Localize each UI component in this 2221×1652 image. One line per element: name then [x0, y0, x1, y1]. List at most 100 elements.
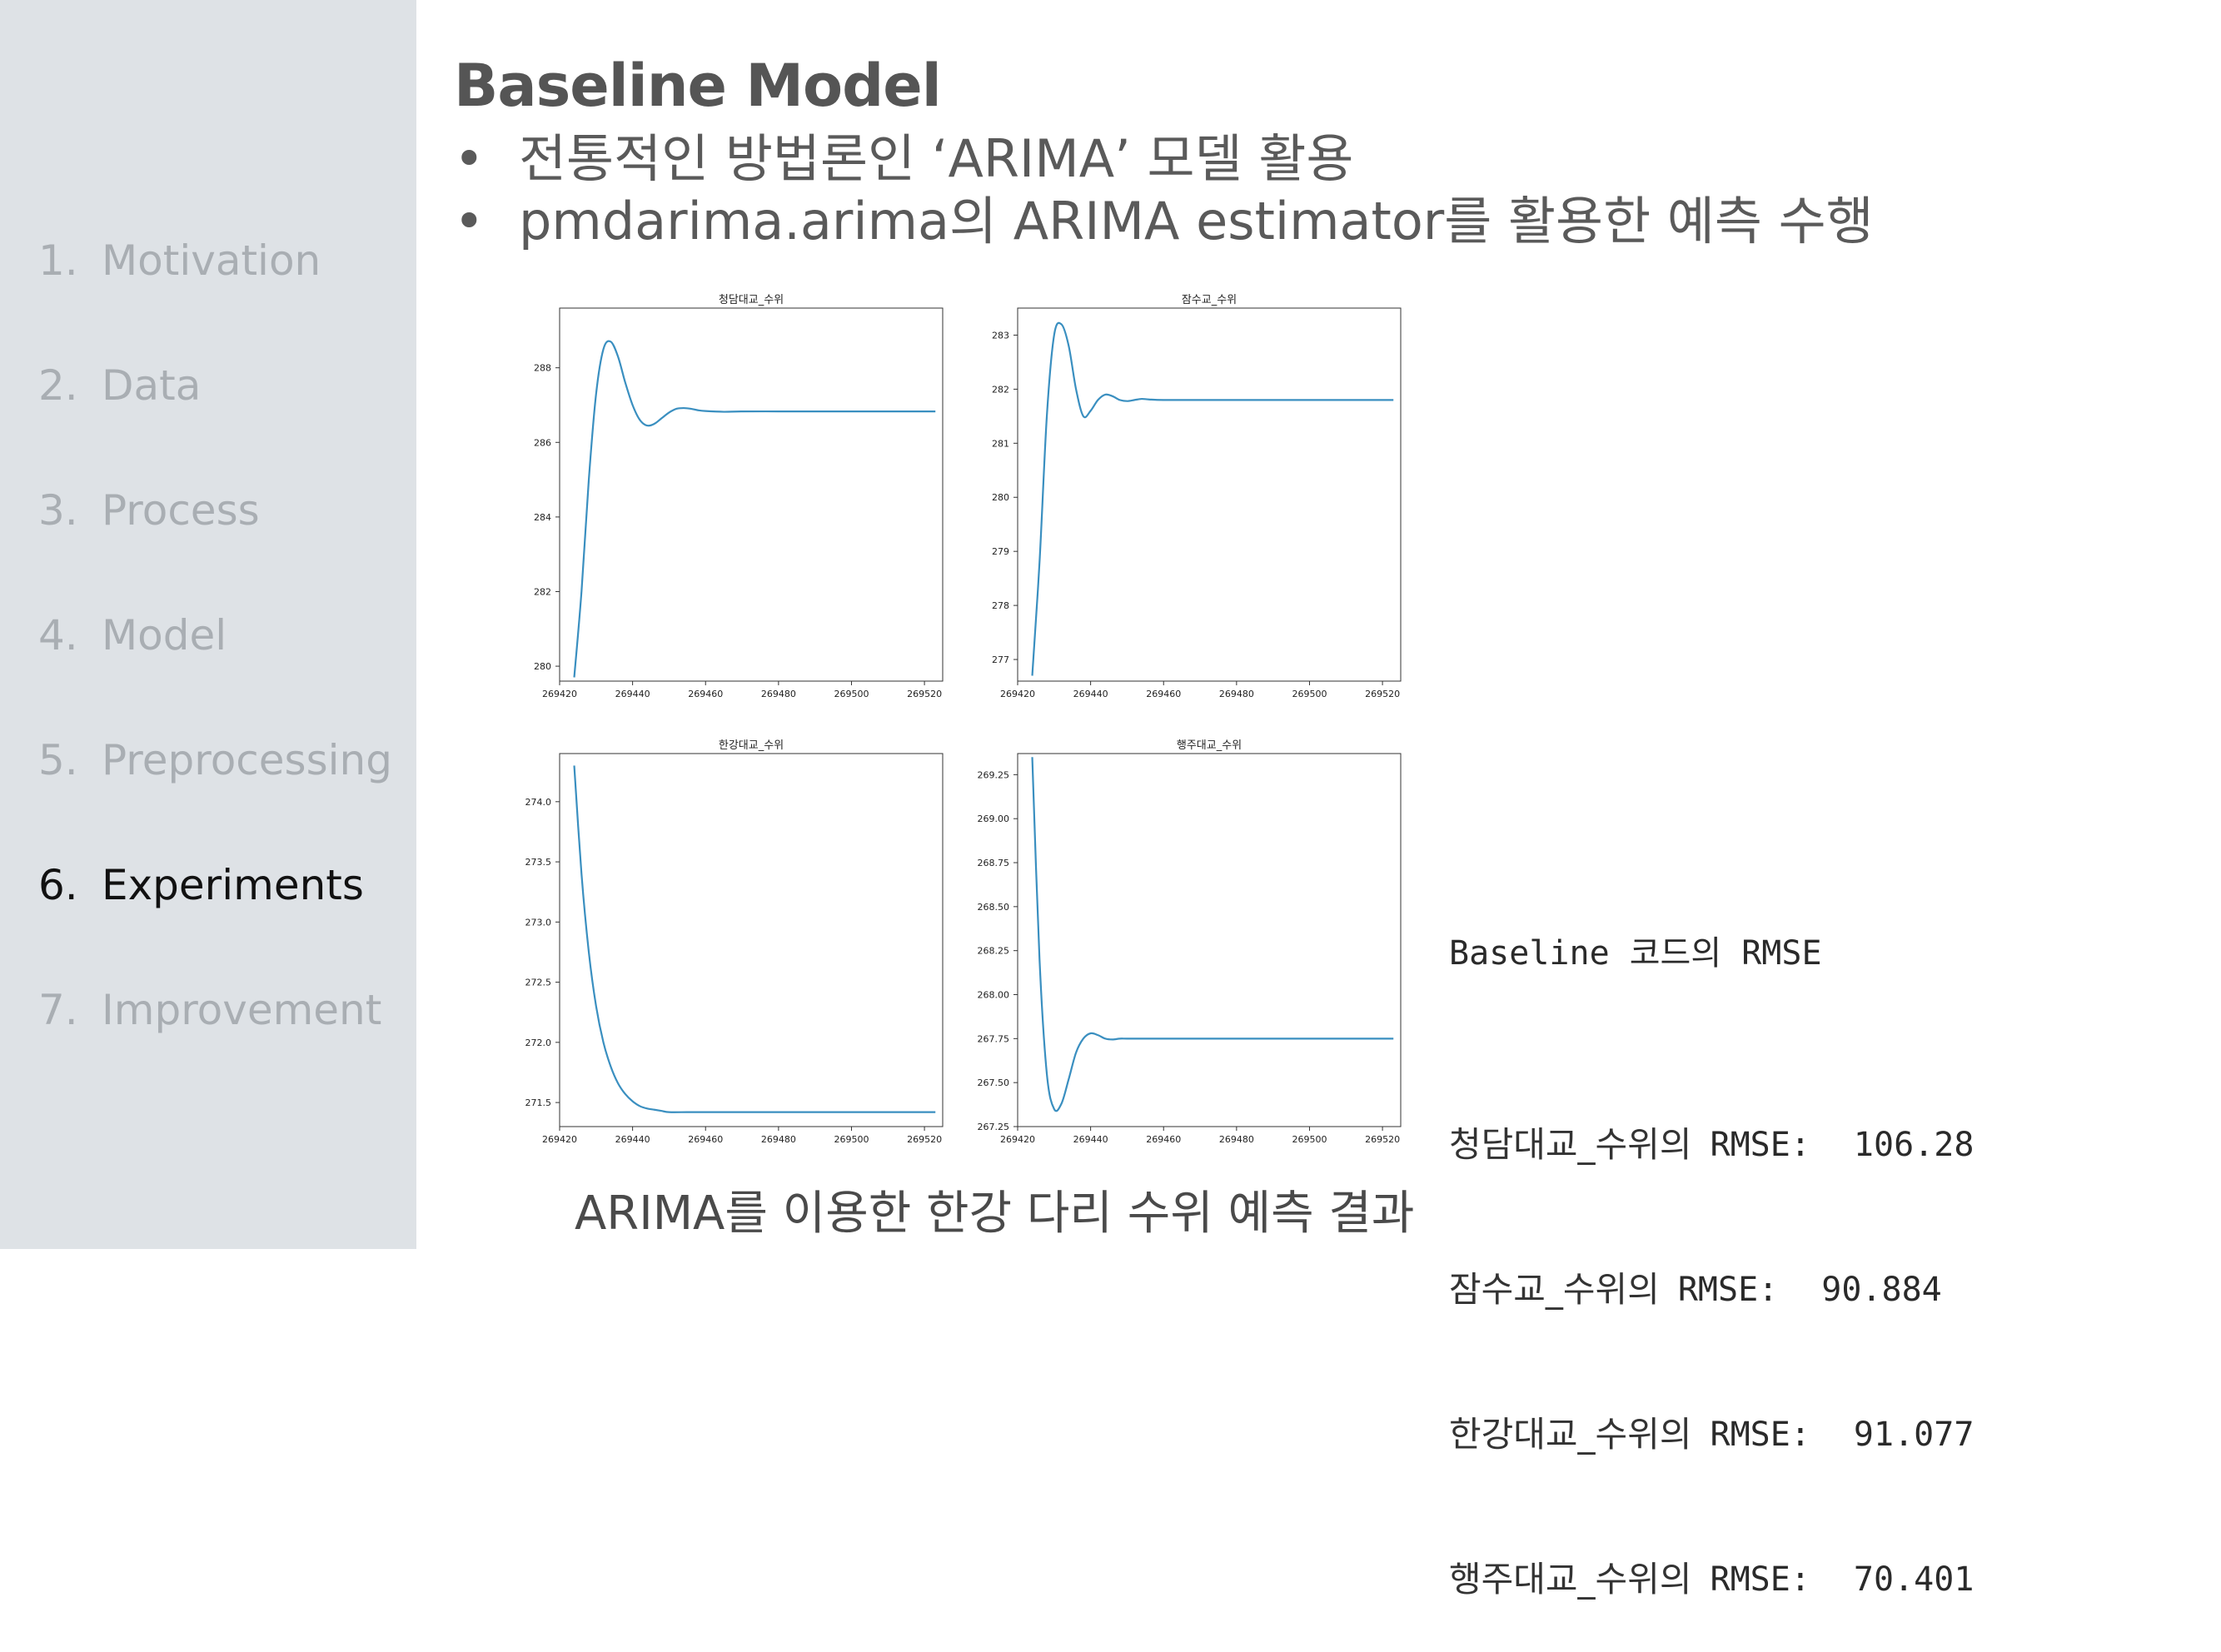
- x-tick-label: 269460: [688, 689, 723, 699]
- nav-item-label: Experiments: [102, 861, 364, 909]
- y-tick-label: 280: [534, 661, 551, 672]
- bullet-item: • pmdarima.arima의 ARIMA estimator를 활용한 예측…: [454, 179, 1874, 254]
- nav-item-number: 6.: [38, 861, 78, 909]
- x-tick-label: 269440: [615, 689, 650, 699]
- y-tick-label: 268.00: [978, 990, 1010, 1001]
- rmse-value: 91.077: [1853, 1416, 1974, 1454]
- chart-svg: 잠수교_수위 269420 269440 269460 269480 269500 2695…: [992, 294, 1402, 699]
- y-tick-label: 268.75: [978, 858, 1010, 868]
- plot-frame: [1017, 753, 1402, 1127]
- rmse-value: 70.401: [1853, 1560, 1974, 1599]
- nav-item-improvement[interactable]: 7. Improvement: [38, 986, 381, 1034]
- rmse-site: 청담대교_수위의: [1449, 1124, 1692, 1165]
- rmse-header: Baseline 코드의 RMSE: [1449, 934, 1822, 973]
- rmse-metric: RMSE:: [1710, 1416, 1810, 1454]
- y-tick-label: 286: [534, 437, 551, 448]
- x-tick-label: 269500: [1292, 1134, 1327, 1145]
- y-tick-label: 280: [992, 492, 1009, 503]
- x-tick-label: 269420: [542, 1134, 577, 1145]
- nav-item-label: Data: [102, 361, 202, 410]
- y-tick-label: 268.50: [978, 902, 1010, 913]
- rmse-site: 한강대교_수위의: [1449, 1414, 1692, 1455]
- y-tick-label: 279: [992, 546, 1009, 557]
- chart-title: 잠수교_수위: [1182, 294, 1237, 306]
- chart-cheongdam: 청담대교_수위 269420 269440 269460 269480 269500 269…: [533, 291, 949, 708]
- nav-item-label: Process: [102, 486, 260, 535]
- rmse-row: 청담대교_수위의 RMSE: 106.28: [1449, 1121, 1974, 1169]
- x-tick-label: 269520: [907, 689, 942, 699]
- nav-item-number: 5.: [38, 736, 78, 784]
- rmse-metric: RMSE:: [1710, 1560, 1810, 1599]
- nav-item-process[interactable]: 3. Process: [38, 486, 260, 535]
- bullet-item: • 전통적인 방법론인 ‘ARIMA’ 모델 활용: [454, 117, 1353, 192]
- y-tick-label: 273.0: [525, 917, 552, 928]
- series-line: [573, 765, 936, 1113]
- x-tick-label: 269520: [907, 1134, 942, 1145]
- x-tick-label: 269440: [1073, 1134, 1108, 1145]
- x-tick-label: 269480: [761, 689, 796, 699]
- chart-svg: 한강대교_수위 269420 269440 269460 269480 269500 269…: [525, 739, 944, 1145]
- x-tick-label: 269460: [688, 1134, 723, 1145]
- x-tick-label: 269420: [1000, 689, 1035, 699]
- figure-caption: ARIMA를 이용한 한강 다리 수위 예측 결과: [575, 1187, 1415, 1241]
- y-tick-label: 283: [992, 330, 1009, 341]
- y-tick-label: 273.5: [525, 857, 552, 868]
- chart-hangang: 한강대교_수위 269420 269440 269460 269480 269500 269…: [500, 737, 949, 1153]
- x-tick-label: 269520: [1365, 1134, 1400, 1145]
- plot-frame: [559, 307, 944, 682]
- rmse-value: 106.28: [1853, 1126, 1974, 1164]
- rmse-row: 잠수교_수위의 RMSE: 90.884: [1449, 1266, 1974, 1314]
- rmse-panel: Baseline 코드의 RMSE 청담대교_수위의 RMSE: 106.28 잠수…: [1449, 833, 1974, 1652]
- y-tick-label: 281: [992, 438, 1009, 449]
- nav-item-label: Preprocessing: [102, 736, 392, 784]
- chart-svg: 행주대교_수위 269420 269440 269460 269480 269500 269…: [978, 739, 1402, 1145]
- y-tick-label: 267.25: [978, 1122, 1010, 1132]
- nav-item-data[interactable]: 2. Data: [38, 361, 201, 410]
- x-tick-label: 269420: [542, 689, 577, 699]
- bullet-icon: •: [454, 191, 485, 251]
- rmse-value: 90.884: [1821, 1271, 1942, 1309]
- y-tick-label: 282: [534, 586, 551, 597]
- y-tick-label: 277: [992, 654, 1009, 665]
- chart-title: 한강대교_수위: [719, 739, 784, 752]
- bullet-icon: •: [454, 128, 485, 189]
- rmse-site: 행주대교_수위의: [1449, 1559, 1692, 1600]
- chart-jamsu: 잠수교_수위 269420 269440 269460 269480 269500 2695…: [949, 291, 1416, 708]
- x-tick-label: 269500: [834, 1134, 869, 1145]
- x-tick-label: 269520: [1365, 689, 1400, 699]
- series-line: [573, 340, 936, 678]
- y-tick-label: 274.0: [525, 797, 552, 808]
- series-line: [1031, 321, 1394, 676]
- chart-title: 행주대교_수위: [1177, 739, 1242, 752]
- bullet-text: 전통적인 방법론인 ‘ARIMA’ 모델 활용: [519, 128, 1354, 189]
- nav-item-number: 4.: [38, 611, 78, 659]
- sidebar: 1. Motivation 2. Data 3. Process 4. Model 5.…: [0, 0, 416, 1249]
- slide-title: Baseline Model: [454, 52, 942, 120]
- rmse-row: 한강대교_수위의 RMSE: 91.077: [1449, 1411, 1974, 1459]
- chart-haengju: 행주대교_수위 269420 269440 269460 269480 269500 269…: [949, 737, 1416, 1153]
- y-tick-label: 288: [534, 363, 551, 374]
- nav-item-model[interactable]: 4. Model: [38, 611, 227, 659]
- y-tick-label: 268.25: [978, 946, 1010, 957]
- x-tick-label: 269480: [1219, 689, 1254, 699]
- nav-item-number: 3.: [38, 486, 78, 535]
- x-tick-label: 269480: [1219, 1134, 1254, 1145]
- nav-item-preprocessing[interactable]: 5. Preprocessing: [38, 736, 392, 784]
- x-tick-label: 269480: [761, 1134, 796, 1145]
- rmse-row: 행주대교_수위의 RMSE: 70.401: [1449, 1555, 1974, 1604]
- nav-item-label: Model: [102, 611, 227, 659]
- y-tick-label: 272.5: [525, 978, 552, 988]
- x-tick-label: 269440: [615, 1134, 650, 1145]
- nav-item-motivation[interactable]: 1. Motivation: [38, 236, 321, 285]
- rmse-metric: RMSE:: [1677, 1271, 1779, 1309]
- nav-item-number: 1.: [38, 236, 78, 285]
- nav-item-label: Improvement: [102, 986, 382, 1034]
- x-tick-label: 269500: [834, 689, 869, 699]
- y-tick-label: 271.5: [525, 1097, 552, 1108]
- bullet-text: pmdarima.arima의 ARIMA estimator를 활용한 예측 …: [519, 191, 1874, 251]
- chart-title: 청담대교_수위: [719, 294, 784, 306]
- nav-item-number: 7.: [38, 986, 78, 1034]
- y-tick-label: 267.50: [978, 1077, 1010, 1088]
- nav-item-experiments[interactable]: 6. Experiments: [38, 861, 364, 909]
- y-tick-label: 278: [992, 600, 1009, 611]
